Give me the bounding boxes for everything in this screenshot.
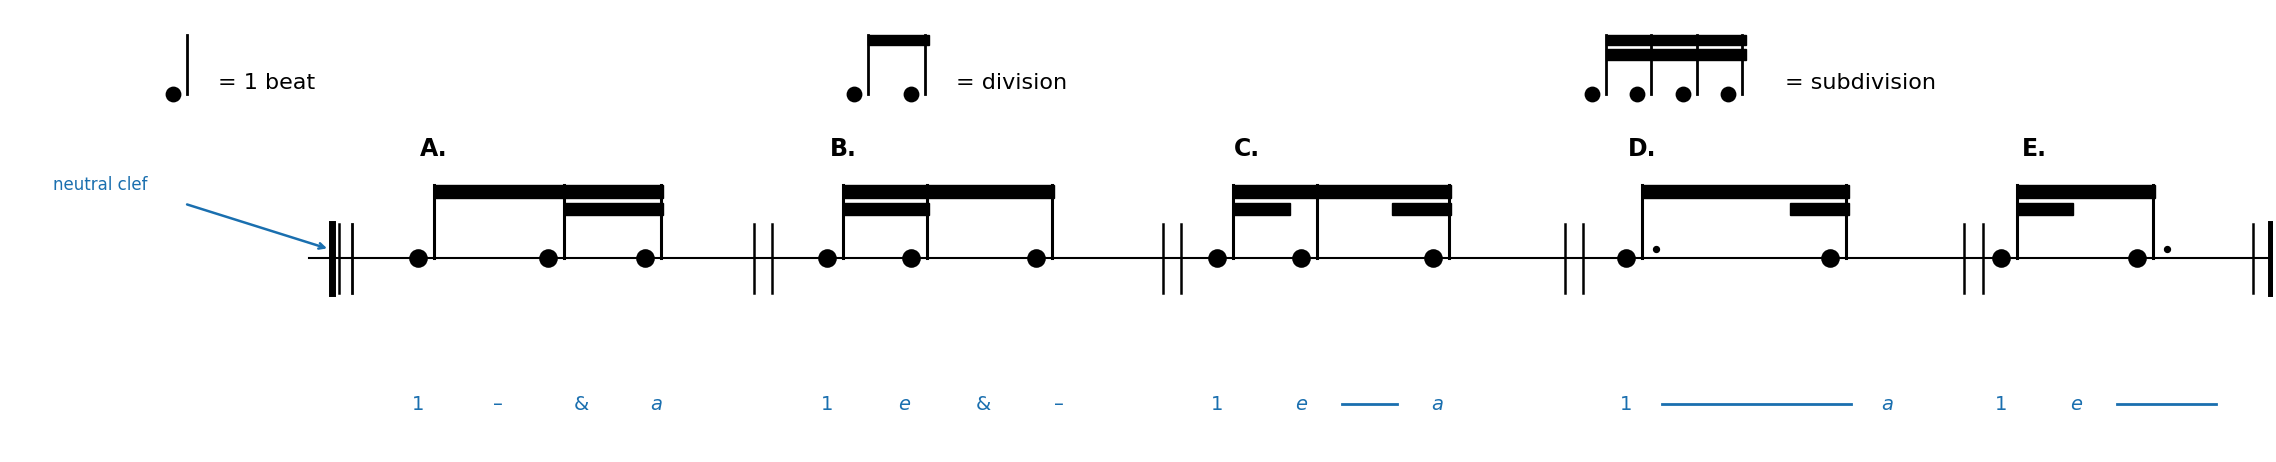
Point [155, 91, 191, 98]
Bar [867, 35, 929, 45]
Point [1618, 91, 1655, 98]
Bar [435, 185, 665, 198]
Text: E.: E. [2023, 137, 2048, 161]
Point [808, 255, 844, 262]
Point [628, 255, 665, 262]
Text: D.: D. [1627, 137, 1657, 161]
Text: 1: 1 [1211, 395, 1224, 414]
Text: &: & [976, 395, 992, 414]
Text: 1: 1 [412, 395, 423, 414]
Point [2119, 255, 2155, 262]
Text: –: – [494, 395, 503, 414]
Text: C.: C. [1234, 137, 1261, 161]
Text: a: a [1882, 395, 1894, 414]
Text: 1: 1 [822, 395, 833, 414]
Text: a: a [651, 395, 662, 414]
Point [1575, 91, 1611, 98]
Text: e: e [899, 395, 910, 414]
Point [1017, 255, 1054, 262]
Bar [1234, 185, 1452, 198]
Point [1284, 255, 1320, 262]
Point [892, 91, 929, 98]
Point [1636, 246, 1673, 253]
Bar [842, 203, 929, 215]
Bar [564, 203, 665, 215]
Point [2149, 246, 2185, 253]
Text: e: e [1295, 395, 1306, 414]
Point [401, 255, 437, 262]
Text: a: a [1432, 395, 1443, 414]
Text: 1: 1 [1994, 395, 2007, 414]
Point [1607, 255, 1643, 262]
Text: 1: 1 [1621, 395, 1632, 414]
Point [1812, 255, 1848, 262]
Point [892, 255, 929, 262]
Text: –: – [1054, 395, 1063, 414]
Point [1982, 255, 2019, 262]
Point [1416, 255, 1452, 262]
Point [1199, 255, 1236, 262]
Bar [842, 185, 1054, 198]
Text: e: e [2069, 395, 2083, 414]
Bar [1393, 203, 1452, 215]
Bar [1641, 185, 1848, 198]
Point [835, 91, 872, 98]
Bar [1605, 35, 1746, 45]
Text: neutral clef: neutral clef [52, 176, 148, 195]
Text: = subdivision: = subdivision [1784, 73, 1937, 93]
Point [1664, 91, 1700, 98]
Text: B.: B. [828, 137, 856, 161]
Text: = division: = division [956, 73, 1067, 93]
Bar [2017, 203, 2073, 215]
Text: = 1 beat: = 1 beat [218, 73, 316, 93]
Bar [1605, 49, 1746, 60]
Text: A.: A. [421, 137, 448, 161]
Text: &: & [574, 395, 589, 414]
Bar [1234, 203, 1290, 215]
Point [530, 255, 567, 262]
Point [1709, 91, 1746, 98]
Bar [2017, 185, 2155, 198]
Bar [1789, 203, 1848, 215]
